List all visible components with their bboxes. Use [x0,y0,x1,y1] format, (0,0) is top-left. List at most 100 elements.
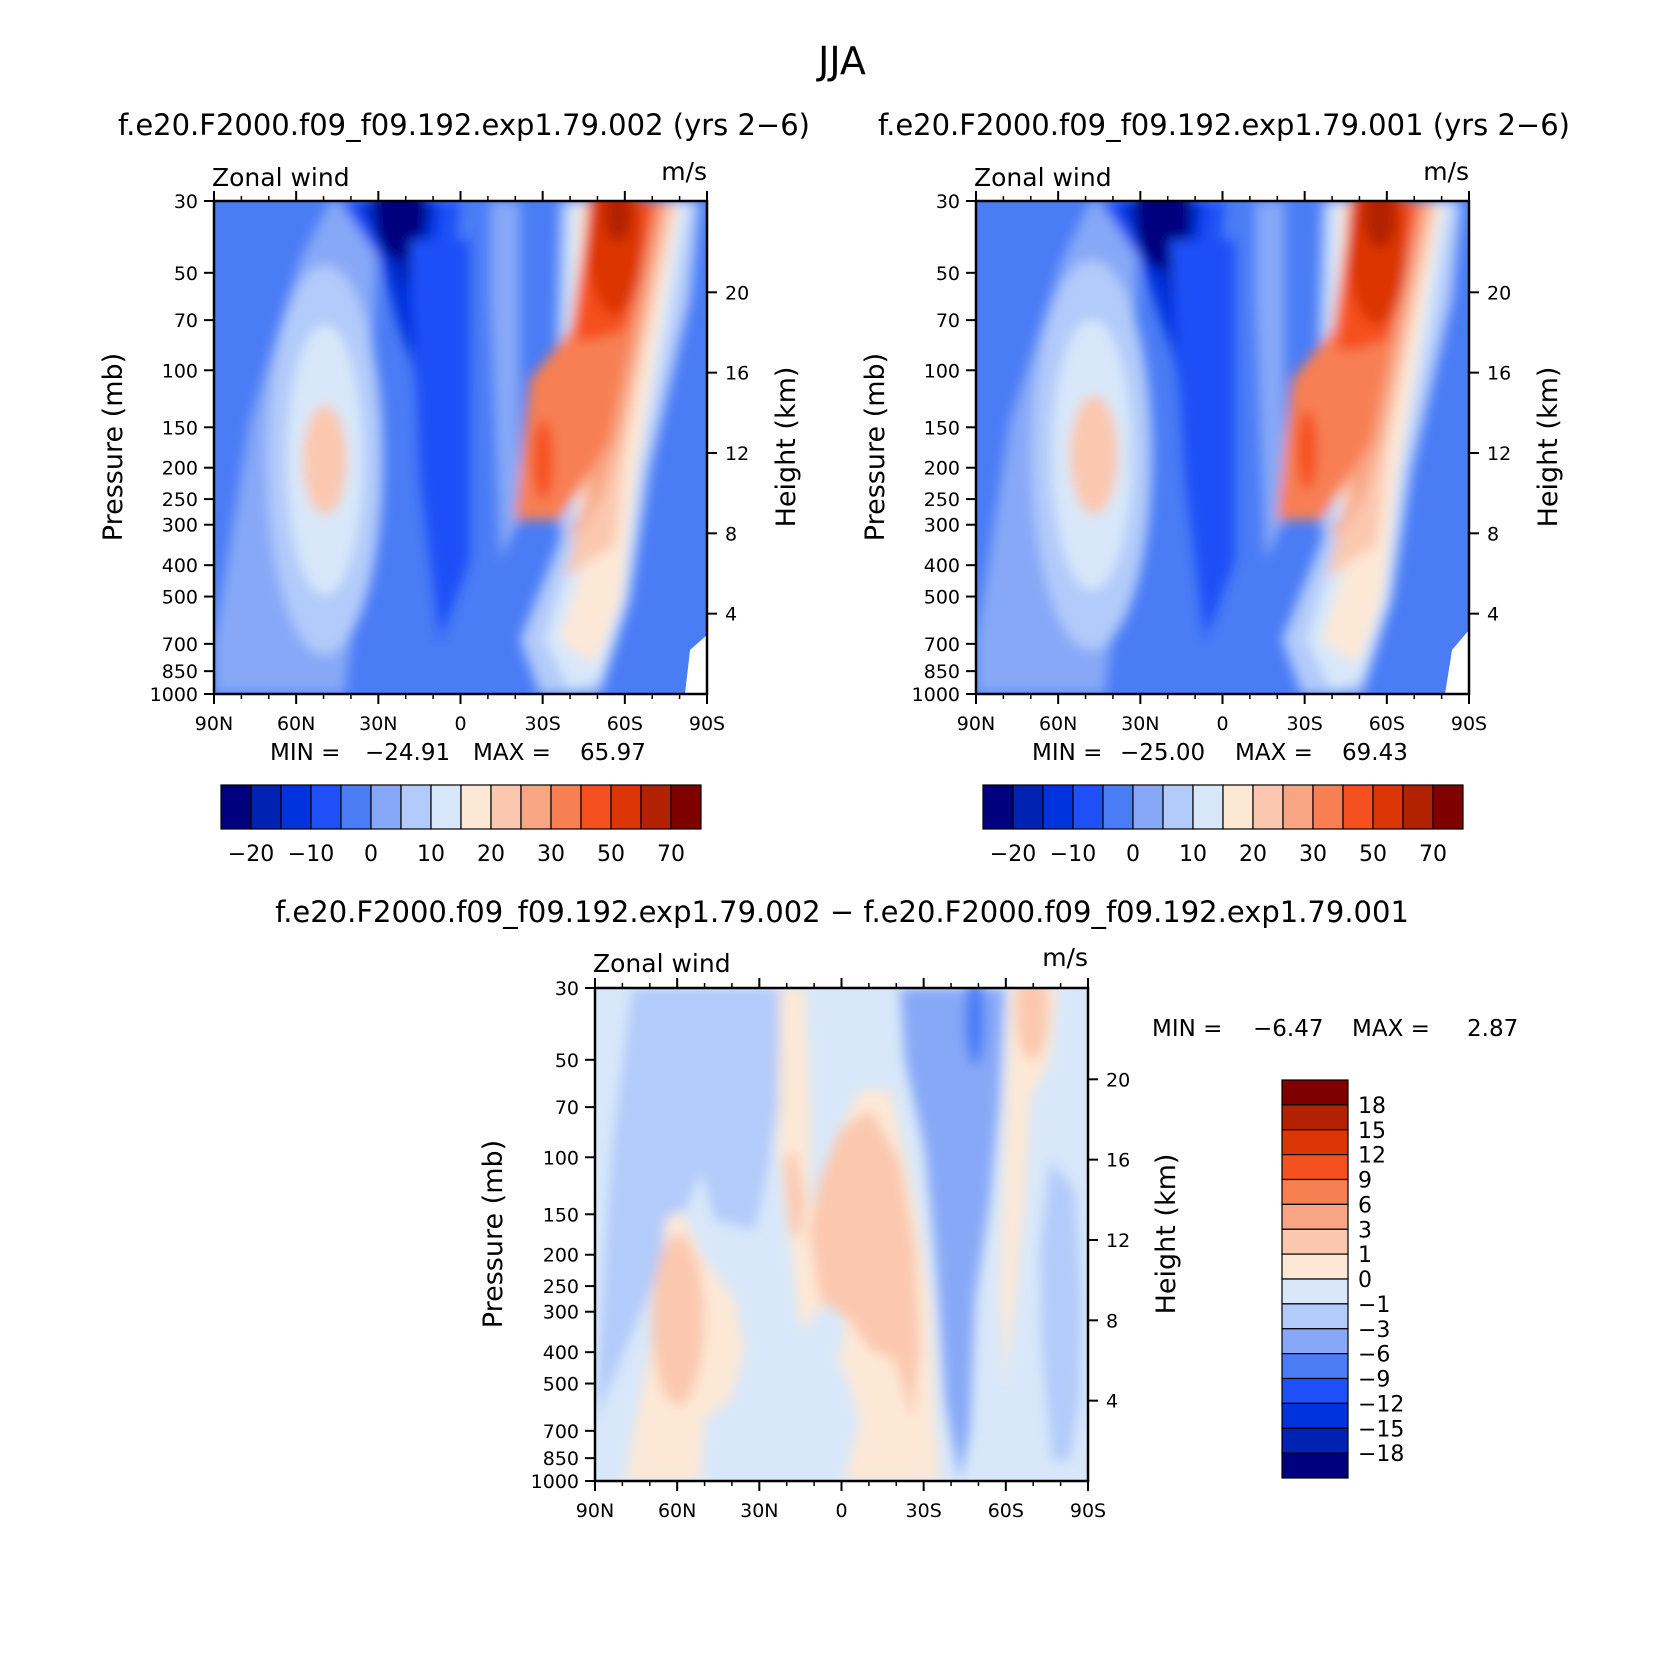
figure-title: JJA [816,39,866,83]
colorbar-label: −1 [1358,1293,1390,1318]
colorbar-label: −20 [990,842,1036,867]
height-tick-label: 20 [1106,1069,1130,1091]
colorbar-label: −10 [1050,842,1096,867]
panel-1-max-value: 65.97 [580,740,646,766]
x-tick-label: 90S [1451,713,1487,735]
colorbar-swatch [1222,784,1254,830]
y-tick-label: 500 [162,587,198,609]
panel-2-contour-field [976,201,1469,694]
y-tick-label: 50 [936,263,960,285]
diff-title: f.e20.F2000.f09_f09.192.exp1.79.002 − f.… [275,895,1409,929]
panel-diff-max-label: MAX = [1352,1016,1430,1042]
y-tick-label: 150 [543,1204,579,1226]
colorbar-label: 15 [1358,1119,1386,1144]
panel-diff-region [1000,988,1058,1390]
panel-diff-max-value: 2.87 [1467,1016,1518,1042]
y-tick-label: 30 [555,978,579,1000]
panel-2-region [1255,201,1285,560]
y-tick-label: 200 [162,458,198,480]
panel-1-colorbar: −20 −10 0 10 20 30 50 70 [220,784,702,867]
y-tick-label: 70 [936,310,960,332]
colorbar-swatch [1312,784,1344,830]
colorbar-label: −6 [1358,1343,1390,1368]
colorbar-swatch [550,784,582,830]
colorbar-swatch [1132,784,1164,830]
colorbar-swatch [1281,1129,1349,1156]
y-tick-label: 100 [924,360,960,382]
y-tick-label: 70 [555,1097,579,1119]
colorbar-swatch [982,784,1014,830]
x-tick-label: 60N [1039,713,1077,735]
y-tick-label: 700 [543,1421,579,1443]
y-tick-label: 250 [543,1276,579,1298]
x-tick-label: 30N [1121,713,1159,735]
colorbar-label: 9 [1358,1169,1372,1194]
colorbar-label: 20 [1239,842,1267,867]
height-tick-label: 16 [1487,363,1511,385]
x-tick-label: 90S [1070,1500,1106,1522]
colorbar-swatch [490,784,522,830]
y-tick-label: 30 [174,191,198,213]
colorbar-swatch [1281,1402,1349,1429]
panel-1-min-label: MIN = [270,740,340,766]
panel-diff-region [900,988,1005,1481]
colorbar-swatch [1281,1278,1349,1305]
panel-diff-region [795,1350,860,1481]
panel-diff-region [810,1110,920,1420]
y-tick-label: 100 [543,1147,579,1169]
colorbar-swatch [340,784,372,830]
panel-1-region [303,405,347,515]
height-tick-label: 4 [1487,604,1499,626]
colorbar-swatch [1281,1079,1349,1106]
height-tick-label: 12 [1106,1230,1130,1252]
panel-2-ylabel: Pressure (mb) [860,353,891,541]
colorbar-label: −3 [1358,1318,1390,1343]
colorbar-swatch [250,784,282,830]
colorbar-label: 50 [597,842,625,867]
y-tick-label: 50 [174,263,198,285]
colorbar-label: 1 [1358,1243,1372,1268]
x-tick-label: 90N [576,1500,614,1522]
height-tick-label: 12 [1487,443,1511,465]
colorbar-swatch [1402,784,1434,830]
x-tick-label: 60S [988,1500,1024,1522]
y-tick-label: 150 [924,417,960,439]
y-tick-label: 850 [924,661,960,683]
panel-diff-ylabel: Pressure (mb) [478,1140,509,1328]
y-tick-label: 200 [543,1245,579,1267]
colorbar-swatch [1281,1427,1349,1454]
colorbar-swatch [1281,1303,1349,1330]
y-tick-label: 1000 [531,1471,579,1493]
panel-diff-ylabel-right: Height (km) [1151,1154,1182,1315]
panel-diff-region [1040,1160,1082,1460]
x-tick-label: 30S [1287,713,1323,735]
y-tick-label: 400 [924,555,960,577]
panel-2-region [1070,395,1118,515]
panel-2-min-value: −25.00 [1120,740,1205,766]
colorbar-label: 6 [1358,1193,1372,1218]
x-tick-label: 30S [525,713,561,735]
y-tick-label: 400 [543,1342,579,1364]
colorbar-label: 10 [1179,842,1207,867]
panel-diff-variable-label: Zonal wind [593,949,731,978]
y-tick-label: 300 [924,515,960,537]
colorbar-label: 20 [477,842,505,867]
y-tick-label: 100 [162,360,198,382]
colorbar-swatch [1281,1154,1349,1181]
colorbar-swatch [1342,784,1374,830]
colorbar-label: 0 [364,842,378,867]
panel-2-max-label: MAX = [1235,740,1313,766]
height-tick-label: 20 [725,282,749,304]
colorbar-label: −9 [1358,1368,1390,1393]
panel-diff-region [600,988,785,1430]
y-tick-label: 850 [162,661,198,683]
colorbar-label: −18 [1358,1442,1404,1467]
x-tick-label: 60N [277,713,315,735]
panel-2-region [1297,410,1317,490]
colorbar-label: 10 [417,842,445,867]
colorbar-swatch [1281,1228,1349,1255]
colorbar-swatch [1102,784,1134,830]
panel-1-variable-label: Zonal wind [212,163,350,192]
y-tick-label: 50 [555,1050,579,1072]
colorbar-swatch [1281,1353,1349,1380]
